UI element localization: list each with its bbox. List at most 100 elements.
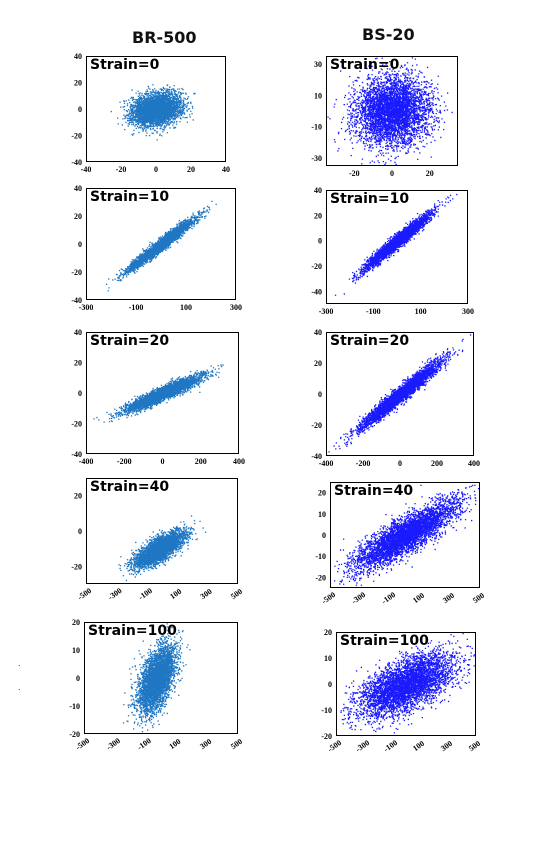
- scatter-panel-br500-strain40: 20 0 -20 -500 -300 -100 100 300 500 Strain=40: [71, 478, 244, 602]
- y-tick-label: -10: [69, 702, 80, 711]
- scatter-svg: 40 20 0 -20 -40-40 -20 0 20 40 Strain=0: [71, 52, 230, 174]
- x-tick-label: 200: [195, 457, 207, 466]
- column-title-br500: BR-500: [132, 28, 197, 47]
- y-tick-label: 0: [78, 240, 82, 249]
- y-tick-label: 20: [74, 212, 82, 221]
- x-tick-label: -20: [116, 165, 127, 174]
- x-tick-label: 0: [398, 459, 402, 468]
- scatter-points: [334, 484, 480, 586]
- x-tick-label: 100: [168, 587, 183, 601]
- y-tick-label: -30: [311, 154, 322, 163]
- x-tick-label: 100: [411, 591, 426, 605]
- x-tick-label: 0: [154, 165, 158, 174]
- strain-label: Strain=20: [90, 333, 169, 349]
- scatter-panel-br500-strain100: 20 10 0 -10 -20 -500 -300 -100 100 300 500 Strain=1…: [69, 618, 244, 752]
- x-tick-label: -400: [79, 457, 94, 466]
- scatter-panel-br500-strain0: 40 20 0 -20 -40 -40 -20 0 20 40 Strain=0: [71, 52, 230, 174]
- y-tick-label: -40: [71, 296, 82, 305]
- x-tick-label: -40: [81, 165, 92, 174]
- scatter-points: [340, 633, 476, 734]
- y-tick-label: 40: [74, 52, 82, 61]
- x-tick-label: 300: [441, 591, 456, 605]
- strain-label: Strain=0: [330, 57, 400, 73]
- column-title-bs20: BS-20: [362, 25, 415, 44]
- x-tick-label: -300: [79, 303, 94, 312]
- x-tick-label: 0: [390, 169, 394, 178]
- scatter-svg: 40 20 0 -20 -40-300 -100 100 300 Strain=10: [71, 184, 242, 312]
- y-tick-label: -20: [315, 573, 326, 582]
- y-tick-label: -20: [311, 421, 322, 430]
- y-tick-label: 0: [78, 527, 82, 536]
- y-tick-label: -40: [311, 452, 322, 461]
- strain-label: Strain=40: [90, 479, 169, 495]
- scatter-panel-bs20-strain100: 20 10 0 -10 -20 -500 -300 -100 100 300 500 Strain=1…: [321, 628, 482, 754]
- y-tick-label: 20: [324, 628, 332, 637]
- scatter-panel-bs20-strain0: 30 10 -10 -30 -20 0 20 Strain=0: [311, 56, 458, 178]
- x-tick-label: 500: [467, 739, 482, 753]
- y-tick-label: -10: [321, 706, 332, 715]
- y-tick-label: 20: [74, 359, 82, 368]
- x-tick-label: 400: [233, 457, 245, 466]
- scatter-panel-bs20-strain20: 40 20 0 -20 -40 -400 -200 0 200 400 Strain=20: [311, 328, 480, 468]
- x-tick-label: -20: [349, 169, 360, 178]
- x-tick-label: -300: [319, 307, 334, 316]
- x-tick-label: 200: [431, 459, 443, 468]
- y-tick-label: 30: [314, 60, 322, 69]
- scatter-panel-bs20-strain40: 20 10 0 -10 -20 -500 -300 -100 100 300 500 Strain=4…: [315, 482, 486, 606]
- y-tick-label: 0: [318, 390, 322, 399]
- scatter-points: [110, 84, 196, 141]
- strain-label: Strain=10: [90, 189, 169, 205]
- x-tick-label: 100: [411, 739, 426, 753]
- scatter-panel-br500-strain10: 40 20 0 -20 -40 -300 -100 100 300 Strain=10: [71, 184, 242, 312]
- y-tick-label: 40: [314, 328, 322, 337]
- y-tick-label: 10: [318, 510, 326, 519]
- scatter-points: [327, 57, 453, 166]
- strain-label: Strain=20: [330, 333, 409, 349]
- x-tick-label: -100: [136, 736, 153, 752]
- x-tick-label: -400: [319, 459, 334, 468]
- strain-label: Strain=10: [330, 191, 409, 207]
- stray-mark-1: .: [18, 658, 21, 668]
- y-tick-label: 40: [74, 328, 82, 337]
- x-tick-label: 20: [426, 169, 434, 178]
- x-tick-label: -300: [350, 590, 367, 606]
- x-tick-label: 300: [199, 587, 214, 601]
- scatter-points: [105, 200, 217, 292]
- x-tick-label: 100: [415, 307, 427, 316]
- x-tick-label: -300: [106, 586, 123, 602]
- x-tick-label: -500: [76, 586, 93, 602]
- y-tick-label: -10: [315, 552, 326, 561]
- scatter-svg: 20 0 -20 -500 -300 -100 100 300 500 Strain=40: [71, 478, 244, 602]
- y-tick-label: 40: [314, 186, 322, 195]
- y-tick-label: 20: [314, 211, 322, 220]
- scatter-panel-bs20-strain10: 40 20 0 -20 -40 -300 -100 100 300 Strain=10: [311, 186, 474, 316]
- y-tick-label: 40: [74, 184, 82, 193]
- x-tick-label: 0: [161, 457, 165, 466]
- y-tick-label: -20: [311, 262, 322, 271]
- stray-mark-2: .: [18, 682, 21, 692]
- x-tick-label: 300: [439, 739, 454, 753]
- scatter-points: [93, 364, 224, 423]
- x-tick-label: 300: [198, 737, 213, 751]
- y-tick-label: -20: [69, 730, 80, 739]
- x-tick-label: -300: [105, 736, 122, 752]
- x-tick-label: -300: [354, 738, 371, 754]
- y-tick-label: 20: [74, 79, 82, 88]
- strain-label: Strain=40: [334, 483, 413, 499]
- y-tick-label: 20: [314, 359, 322, 368]
- x-tick-label: -500: [320, 590, 337, 606]
- x-tick-label: 500: [229, 737, 244, 751]
- y-tick-label: 20: [74, 492, 82, 501]
- y-tick-label: 10: [314, 91, 322, 100]
- y-tick-label: 0: [328, 680, 332, 689]
- x-tick-label: 500: [229, 587, 244, 601]
- y-tick-label: -20: [71, 268, 82, 277]
- scatter-points: [118, 515, 207, 582]
- x-tick-label: 400: [468, 459, 480, 468]
- y-tick-label: -20: [71, 420, 82, 429]
- scatter-points: [328, 334, 472, 453]
